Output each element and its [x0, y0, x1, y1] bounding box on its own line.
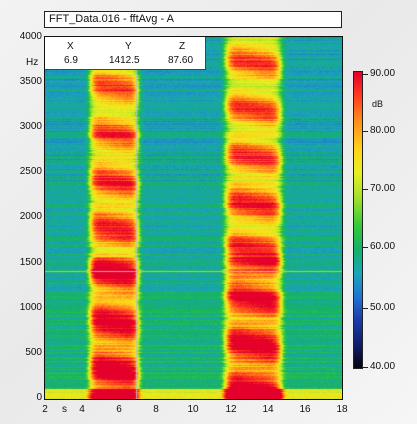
x-axis-unit: s	[62, 404, 67, 415]
y-tick-label: 1000	[19, 302, 42, 313]
color-scale-tick	[363, 247, 368, 248]
readout-x-value: 6.9	[64, 55, 78, 66]
x-tick-label: 16	[299, 404, 311, 415]
color-scale-label: 60.00	[370, 241, 396, 252]
spectrogram-plot[interactable]	[44, 36, 343, 400]
color-scale-label: 40.00	[370, 361, 396, 372]
x-tick-label: 18	[336, 404, 348, 415]
color-scale-tick	[363, 131, 368, 132]
color-scale-tick	[363, 367, 368, 368]
y-tick-label: 3000	[19, 121, 42, 132]
color-scale-tick	[363, 308, 368, 309]
readout-y-header: Y	[125, 41, 132, 52]
color-scale-bar	[353, 71, 363, 369]
color-scale-label: 50.00	[370, 302, 396, 313]
x-tick-label: 6	[116, 404, 122, 415]
y-axis-unit: Hz	[26, 57, 39, 68]
color-scale-label: 70.00	[370, 183, 396, 194]
x-tick-label: 2	[42, 404, 48, 415]
readout-y-value: 1412.5	[109, 55, 140, 66]
window-title: FFT_Data.016 - fftAvg - A	[44, 11, 342, 28]
y-tick-label: 2000	[19, 211, 42, 222]
y-tick-label: 2500	[19, 166, 42, 177]
x-tick-label: 14	[262, 404, 274, 415]
color-scale-label: 90.00	[370, 68, 396, 79]
y-tick-label: 1500	[19, 257, 42, 268]
color-scale-tick	[363, 189, 368, 190]
y-tick-label: 4000	[19, 31, 42, 42]
x-tick-label: 4	[79, 404, 85, 415]
readout-x-header: X	[67, 41, 74, 52]
readout-z-value: 87.60	[168, 55, 194, 66]
color-scale-label: 80.00	[370, 125, 396, 136]
y-tick-label: 500	[25, 347, 42, 358]
y-tick-label: 3500	[19, 76, 42, 87]
y-tick-label: 0	[36, 392, 42, 403]
spectrogram-heatmap[interactable]	[45, 37, 342, 399]
x-tick-label: 12	[225, 404, 237, 415]
x-tick-label: 8	[153, 404, 159, 415]
color-scale-unit: dB	[372, 99, 384, 109]
readout-z-header: Z	[179, 41, 186, 52]
cursor-readout: X Y Z 6.9 1412.5 87.60	[45, 37, 206, 70]
x-tick-label: 10	[187, 404, 199, 415]
color-scale-tick	[363, 74, 368, 75]
